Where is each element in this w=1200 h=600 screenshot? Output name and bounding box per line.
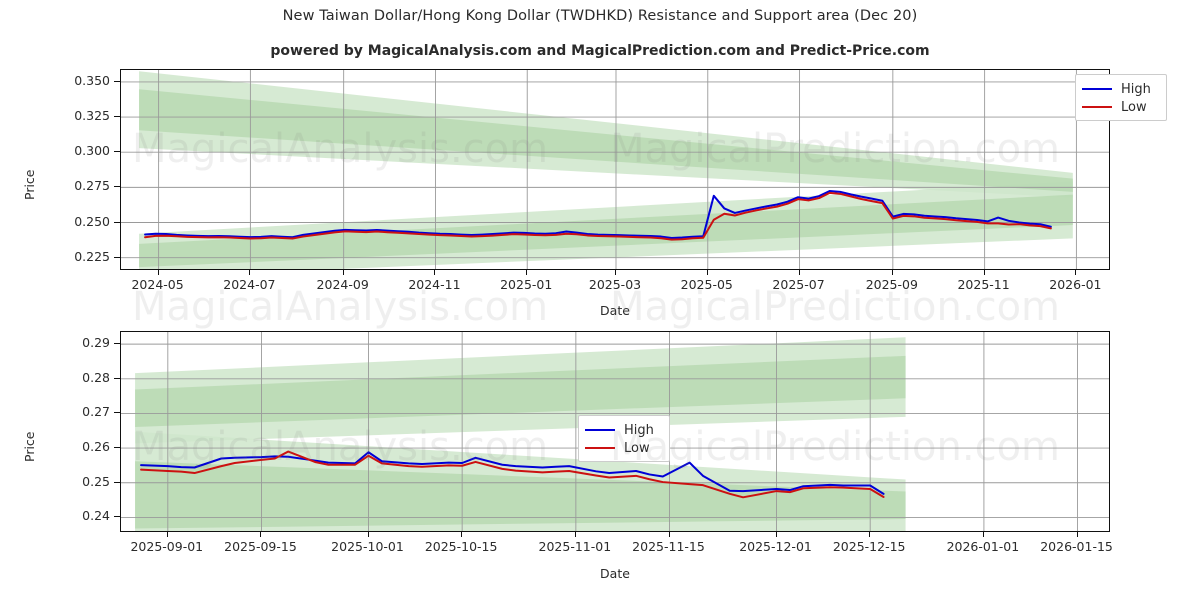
legend-swatch-high xyxy=(585,429,615,431)
x-tick-label: 2025-05 xyxy=(680,277,733,292)
legend-entry-low[interactable]: Low xyxy=(1082,98,1158,116)
x-tick-mark xyxy=(869,532,871,537)
x-tick-mark xyxy=(461,532,463,537)
x-tick-label: 2024-07 xyxy=(223,277,276,292)
page-subtitle: powered by MagicalAnalysis.com and Magic… xyxy=(270,43,930,59)
y-tick-mark xyxy=(114,343,120,345)
x-tick-mark xyxy=(157,270,159,275)
x-tick-label: 2025-03 xyxy=(588,277,642,292)
y-tick-label: 0.300 xyxy=(74,143,110,159)
y-tick-label: 0.26 xyxy=(82,439,110,455)
x-tick-mark xyxy=(706,270,708,275)
x-tick-label: 2025-09 xyxy=(865,277,918,292)
legend-swatch-low xyxy=(585,447,615,449)
overview-x-axis-label: Date xyxy=(600,303,630,318)
x-tick-mark xyxy=(367,532,369,537)
x-tick-mark xyxy=(260,532,262,537)
y-tick-mark xyxy=(114,481,120,483)
y-tick-mark xyxy=(114,256,120,258)
x-tick-mark xyxy=(434,270,436,275)
y-tick-mark xyxy=(114,151,120,153)
y-tick-label: 0.350 xyxy=(74,72,110,88)
x-tick-label: 2025-12-15 xyxy=(832,539,906,554)
detail-x-axis-label: Date xyxy=(600,566,630,581)
x-tick-mark xyxy=(166,532,168,537)
x-tick-mark xyxy=(574,532,576,537)
legend-label-high: High xyxy=(624,422,654,438)
x-tick-mark xyxy=(798,270,800,275)
x-tick-label: 2025-10-15 xyxy=(424,539,498,554)
x-tick-mark xyxy=(1075,270,1077,275)
legend-swatch-low xyxy=(1082,106,1112,108)
overview-plot-svg xyxy=(121,70,1109,269)
x-tick-label: 2026-01 xyxy=(1049,277,1102,292)
y-tick-label: 0.225 xyxy=(74,248,110,264)
x-tick-label: 2024-11 xyxy=(408,277,461,292)
y-tick-mark xyxy=(114,377,120,379)
x-tick-label: 2025-07 xyxy=(772,277,825,292)
x-tick-label: 2025-09-01 xyxy=(130,539,204,554)
x-tick-label: 2024-05 xyxy=(131,277,184,292)
detail-plot-area xyxy=(120,331,1110,532)
page-title: New Taiwan Dollar/Hong Kong Dollar (TWDH… xyxy=(282,8,918,24)
x-tick-mark xyxy=(983,270,985,275)
x-tick-label: 2025-10-01 xyxy=(331,539,404,554)
legend-label-low: Low xyxy=(1121,99,1147,115)
x-tick-label: 2025-11-15 xyxy=(632,539,705,554)
legend-entry-high[interactable]: High xyxy=(585,421,661,439)
x-tick-label: 2026-01-01 xyxy=(946,539,1020,554)
y-tick-mark xyxy=(114,412,120,414)
y-tick-mark xyxy=(114,116,120,118)
y-tick-mark xyxy=(114,80,120,82)
y-tick-mark xyxy=(114,516,120,518)
y-tick-label: 0.24 xyxy=(82,508,110,524)
y-tick-label: 0.250 xyxy=(74,213,110,229)
x-tick-mark xyxy=(775,532,777,537)
x-tick-mark xyxy=(891,270,893,275)
x-tick-label: 2025-12-01 xyxy=(739,539,812,554)
detail-y-axis-label: Price xyxy=(22,431,37,463)
x-tick-mark xyxy=(342,270,344,275)
x-tick-mark xyxy=(526,270,528,275)
y-tick-mark xyxy=(114,186,120,188)
x-tick-label: 2025-01 xyxy=(500,277,553,292)
x-tick-label: 2025-09-15 xyxy=(224,539,297,554)
y-tick-label: 0.29 xyxy=(82,335,110,351)
detail-plot-svg xyxy=(121,332,1109,531)
y-tick-label: 0.27 xyxy=(82,404,110,420)
x-tick-label: 2025-11-01 xyxy=(538,539,612,554)
x-tick-mark xyxy=(982,532,984,537)
x-tick-mark xyxy=(1076,532,1078,537)
y-tick-label: 0.275 xyxy=(74,178,110,194)
legend-entry-high[interactable]: High xyxy=(1082,80,1158,98)
x-tick-label: 2025-11 xyxy=(957,277,1010,292)
overview-chart-panel xyxy=(120,69,1110,270)
y-tick-mark xyxy=(114,447,120,449)
y-tick-mark xyxy=(114,221,120,223)
overview-y-axis-label: Price xyxy=(22,169,37,201)
detail-chart-panel xyxy=(120,331,1110,532)
y-tick-label: 0.28 xyxy=(82,369,110,385)
legend-swatch-high xyxy=(1082,88,1112,90)
y-tick-label: 0.325 xyxy=(74,108,110,124)
legend-entry-low[interactable]: Low xyxy=(585,439,661,457)
x-tick-mark xyxy=(249,270,251,275)
detail-legend[interactable]: High Low xyxy=(578,415,670,462)
x-tick-mark xyxy=(615,270,616,275)
legend-label-high: High xyxy=(1121,81,1151,97)
x-tick-mark xyxy=(668,532,670,537)
legend-label-low: Low xyxy=(624,440,650,456)
y-tick-label: 0.25 xyxy=(82,473,110,489)
x-tick-label: 2026-01-15 xyxy=(1040,539,1113,554)
overview-legend[interactable]: High Low xyxy=(1075,74,1167,121)
x-tick-label: 2024-09 xyxy=(316,277,369,292)
overview-plot-area xyxy=(120,69,1110,270)
